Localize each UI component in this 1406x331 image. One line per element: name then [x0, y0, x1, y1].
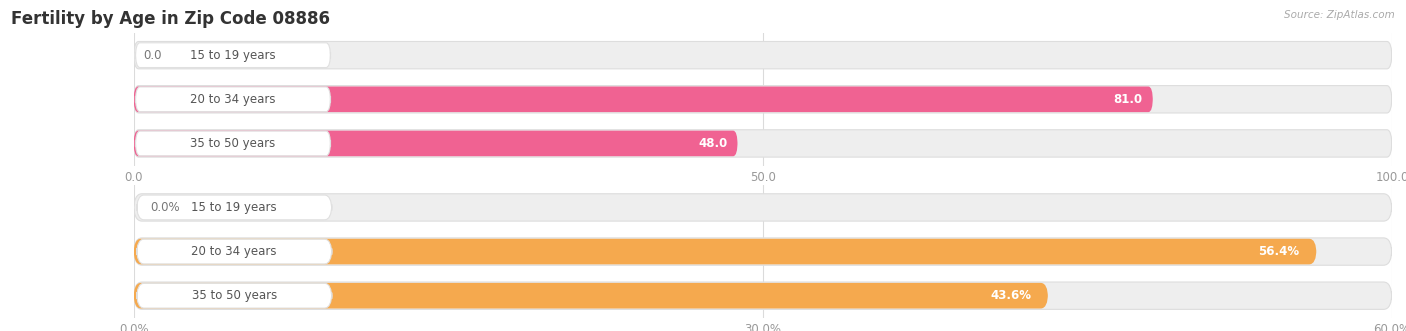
Text: 35 to 50 years: 35 to 50 years: [190, 137, 276, 150]
FancyBboxPatch shape: [136, 283, 332, 308]
FancyBboxPatch shape: [134, 282, 1392, 309]
Text: 20 to 34 years: 20 to 34 years: [191, 245, 277, 258]
FancyBboxPatch shape: [135, 87, 330, 112]
Text: 0.0: 0.0: [143, 49, 162, 62]
Text: Source: ZipAtlas.com: Source: ZipAtlas.com: [1284, 10, 1395, 20]
Text: Fertility by Age in Zip Code 08886: Fertility by Age in Zip Code 08886: [11, 10, 330, 28]
FancyBboxPatch shape: [134, 130, 1392, 157]
FancyBboxPatch shape: [135, 43, 330, 68]
FancyBboxPatch shape: [134, 131, 738, 156]
FancyBboxPatch shape: [135, 131, 330, 156]
Text: 48.0: 48.0: [699, 137, 727, 150]
FancyBboxPatch shape: [134, 86, 1392, 113]
FancyBboxPatch shape: [134, 41, 1392, 69]
FancyBboxPatch shape: [134, 283, 1047, 308]
FancyBboxPatch shape: [134, 238, 1392, 265]
Text: 0.0%: 0.0%: [150, 201, 180, 214]
Text: 15 to 19 years: 15 to 19 years: [191, 201, 277, 214]
Text: 43.6%: 43.6%: [990, 289, 1031, 302]
Text: 81.0: 81.0: [1114, 93, 1143, 106]
Text: 15 to 19 years: 15 to 19 years: [190, 49, 276, 62]
FancyBboxPatch shape: [136, 239, 332, 264]
FancyBboxPatch shape: [134, 86, 1153, 112]
FancyBboxPatch shape: [134, 194, 1392, 221]
Text: 56.4%: 56.4%: [1258, 245, 1299, 258]
Text: 20 to 34 years: 20 to 34 years: [190, 93, 276, 106]
FancyBboxPatch shape: [134, 239, 1316, 264]
FancyBboxPatch shape: [136, 195, 332, 220]
Text: 35 to 50 years: 35 to 50 years: [191, 289, 277, 302]
